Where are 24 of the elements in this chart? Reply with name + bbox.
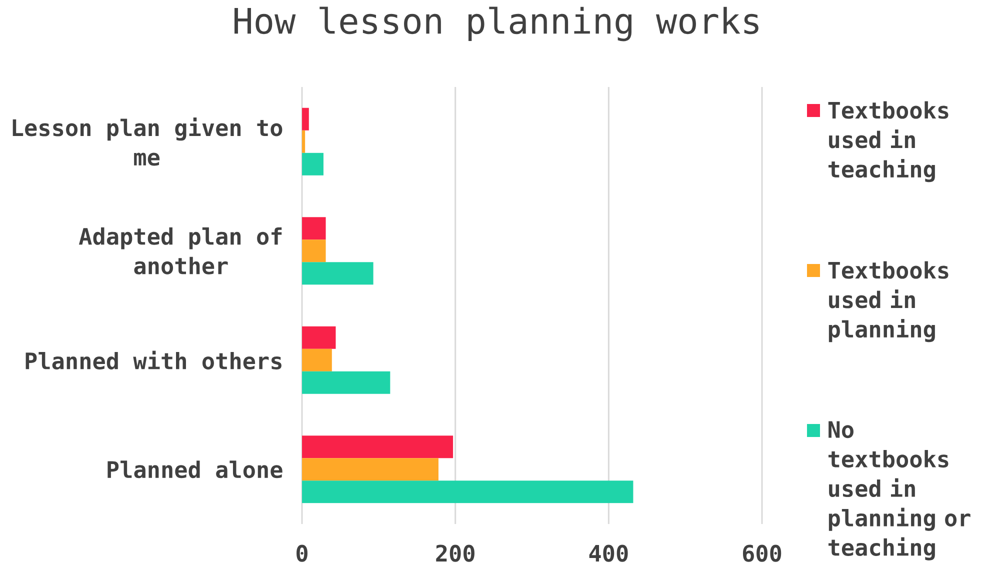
y-tick-label: Lesson plan given to me (12, 118, 282, 166)
bar (302, 458, 438, 481)
x-tick-label: 200 (436, 544, 474, 562)
bar (302, 108, 309, 130)
bar (302, 152, 324, 176)
bar (302, 130, 306, 153)
bar (302, 480, 634, 504)
legend-label: No textbooks used in planning or teaching (828, 421, 970, 560)
chart-title: How lesson planning works (234, 6, 758, 42)
bar (302, 262, 374, 285)
y-tick-label: Planned alone (108, 460, 282, 478)
x-tick-label: 0 (296, 544, 308, 562)
x-tick-label: 600 (742, 544, 782, 562)
y-tick-label: Adapted plan of another (78, 227, 282, 274)
x-tick-label: 400 (589, 544, 628, 562)
legend-label: Textbooks used in teaching (828, 101, 948, 182)
bar (302, 240, 326, 262)
bar (302, 436, 454, 458)
bar (302, 217, 326, 240)
bar (302, 326, 336, 349)
legend-label: Textbooks used in planning (828, 261, 948, 342)
bar (302, 371, 390, 394)
bar (302, 348, 332, 372)
y-tick-label: Planned with others (26, 350, 282, 370)
